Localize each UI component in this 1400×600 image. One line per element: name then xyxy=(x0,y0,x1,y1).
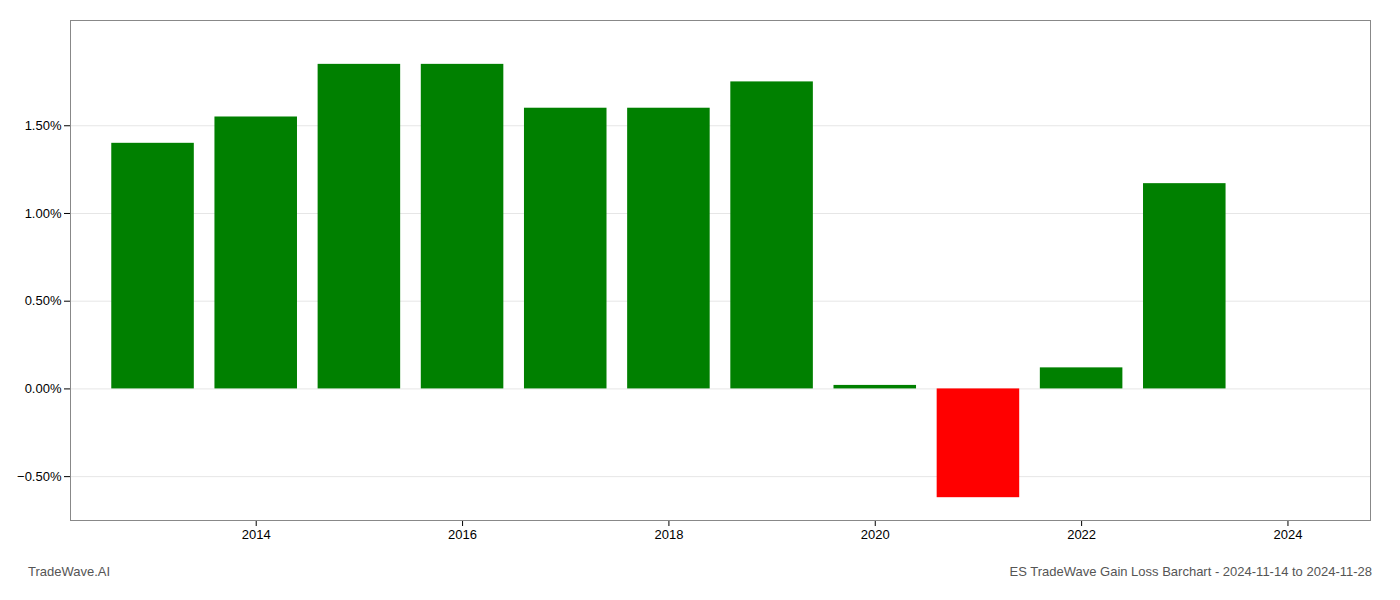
html-text:TradeWave.AI: TradeWave.AI xyxy=(28,564,111,579)
svg-text:2016: 2016 xyxy=(448,527,477,542)
svg-text:0.00%: 0.00% xyxy=(25,381,62,396)
svg-text:1.00%: 1.00% xyxy=(25,206,62,221)
svg-text:2014: 2014 xyxy=(242,527,271,542)
html-text:ES TradeWave Gain Loss Barchar: ES TradeWave Gain Loss Barchart - 2024-1… xyxy=(1009,564,1372,579)
svg-text:−0.50%: −0.50% xyxy=(17,469,62,484)
svg-text:2018: 2018 xyxy=(654,527,683,542)
svg-text:2022: 2022 xyxy=(1067,527,1096,542)
svg-text:2020: 2020 xyxy=(861,527,890,542)
svg-text:0.50%: 0.50% xyxy=(25,293,62,308)
svg-text:1.50%: 1.50% xyxy=(25,118,62,133)
svg-text:2024: 2024 xyxy=(1273,527,1302,542)
